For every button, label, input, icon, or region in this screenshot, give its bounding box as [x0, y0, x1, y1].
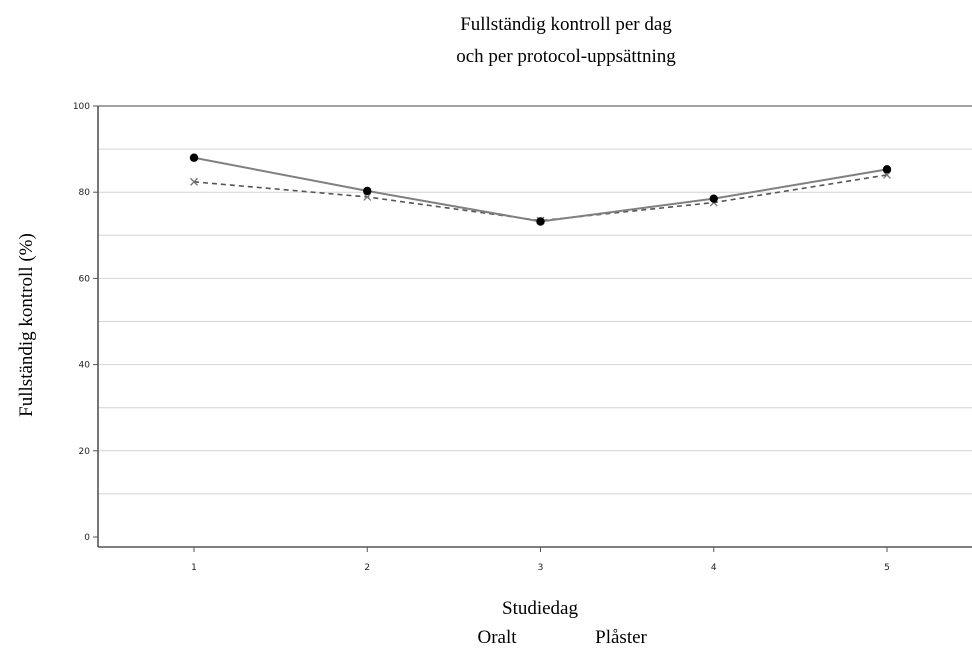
- x-tick-label: 1: [191, 563, 197, 573]
- y-tick-label: 60: [79, 274, 91, 284]
- legend-label-plaster: Plåster: [595, 627, 647, 648]
- data-point-plaster: [190, 177, 198, 186]
- series-line-oralt: [193, 156, 888, 223]
- y-axis-label: Fullständig kontroll (%): [16, 233, 37, 417]
- y-tick-label: 100: [73, 102, 90, 112]
- gridlines: [98, 148, 972, 495]
- data-point-oralt: [189, 153, 199, 162]
- y-tick-label: 80: [79, 188, 91, 198]
- y-tick-label: 20: [79, 447, 91, 457]
- series-line-pl-ster: [193, 174, 888, 222]
- data-point-oralt: [536, 217, 545, 226]
- x-tick-label: 5: [884, 563, 890, 573]
- data-point-plaster: [363, 192, 372, 201]
- x-tick-label: 4: [711, 563, 717, 573]
- chart-title-line1: Fullständig kontroll per dag: [460, 14, 672, 35]
- x-tick-label: 2: [364, 563, 370, 573]
- legend-label-oralt: Oralt: [477, 627, 517, 648]
- x-axis-ticks: 1 2 3 4 5: [191, 547, 890, 573]
- x-axis-label: Studiedag: [502, 598, 578, 619]
- data-point-oralt: [709, 194, 718, 203]
- y-axis-ticks: 0 20 40 60 80 100: [73, 102, 98, 543]
- chart-title-line2: och per protocol-uppsättning: [456, 46, 676, 67]
- y-tick-label: 0: [84, 533, 90, 543]
- data-point-oralt: [363, 186, 372, 196]
- data-point-oralt: [882, 165, 892, 174]
- series-layer: [189, 153, 892, 226]
- y-tick-label: 40: [79, 361, 91, 371]
- x-tick-label: 3: [538, 563, 544, 573]
